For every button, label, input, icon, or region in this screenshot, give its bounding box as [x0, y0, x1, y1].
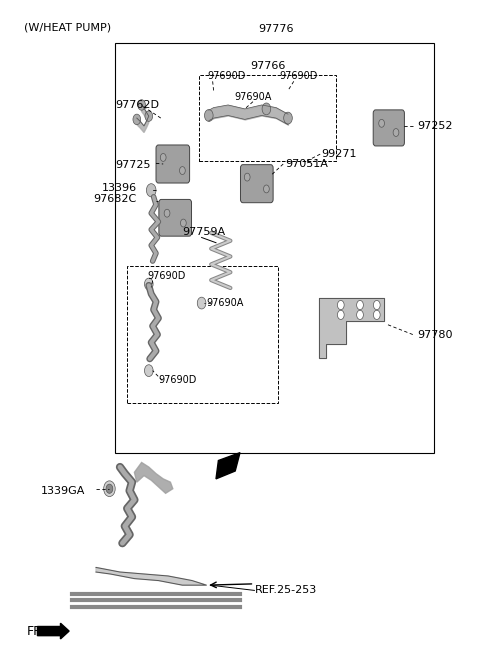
Text: 97780: 97780 [418, 329, 453, 340]
Text: 97690D: 97690D [207, 72, 246, 81]
Text: 97725: 97725 [116, 160, 151, 171]
Circle shape [357, 300, 363, 310]
Circle shape [244, 173, 250, 181]
Text: 99271: 99271 [322, 149, 357, 159]
FancyBboxPatch shape [156, 145, 190, 183]
Text: 97690D: 97690D [148, 271, 186, 281]
Polygon shape [319, 298, 384, 358]
Text: 97690D: 97690D [158, 375, 197, 386]
Circle shape [164, 209, 170, 217]
Circle shape [204, 110, 213, 121]
FancyBboxPatch shape [240, 165, 273, 203]
Text: 97762D: 97762D [115, 100, 159, 110]
Circle shape [180, 167, 185, 174]
Text: 97766: 97766 [250, 61, 286, 71]
Polygon shape [137, 105, 149, 133]
Circle shape [264, 185, 269, 193]
FancyArrow shape [37, 623, 69, 639]
Polygon shape [134, 462, 173, 493]
Text: 97682C: 97682C [94, 194, 137, 204]
Text: FR.: FR. [26, 625, 46, 638]
Text: 97690A: 97690A [206, 298, 244, 308]
FancyBboxPatch shape [373, 110, 404, 146]
Bar [127, 266, 278, 403]
Circle shape [373, 300, 380, 310]
Text: 97690D: 97690D [279, 72, 318, 81]
Circle shape [284, 112, 292, 124]
Circle shape [393, 129, 399, 136]
Circle shape [104, 481, 115, 497]
Text: 97051A: 97051A [286, 159, 328, 169]
Text: (W/HEAT PUMP): (W/HEAT PUMP) [24, 23, 111, 33]
Circle shape [106, 484, 113, 493]
Circle shape [138, 100, 145, 110]
Text: REF.25-253: REF.25-253 [254, 585, 317, 596]
Circle shape [337, 300, 344, 310]
Circle shape [144, 278, 153, 290]
Circle shape [373, 310, 380, 319]
Circle shape [146, 184, 156, 197]
Circle shape [262, 103, 271, 115]
Circle shape [379, 119, 384, 127]
Circle shape [357, 310, 363, 319]
Text: 97690A: 97690A [235, 92, 272, 102]
FancyBboxPatch shape [159, 199, 192, 236]
Text: 97776: 97776 [258, 24, 294, 34]
Circle shape [180, 219, 186, 227]
Text: 97759A: 97759A [182, 228, 226, 237]
Polygon shape [216, 453, 240, 479]
Circle shape [197, 297, 206, 309]
Circle shape [144, 365, 153, 377]
Text: 97252: 97252 [418, 121, 453, 131]
Circle shape [145, 111, 153, 121]
Circle shape [133, 114, 141, 125]
Circle shape [337, 310, 344, 319]
Text: 13396: 13396 [102, 182, 137, 193]
Bar [115, 43, 434, 453]
Bar [199, 75, 336, 161]
Text: 1339GA: 1339GA [41, 485, 85, 496]
Polygon shape [96, 567, 206, 585]
Circle shape [160, 154, 166, 161]
